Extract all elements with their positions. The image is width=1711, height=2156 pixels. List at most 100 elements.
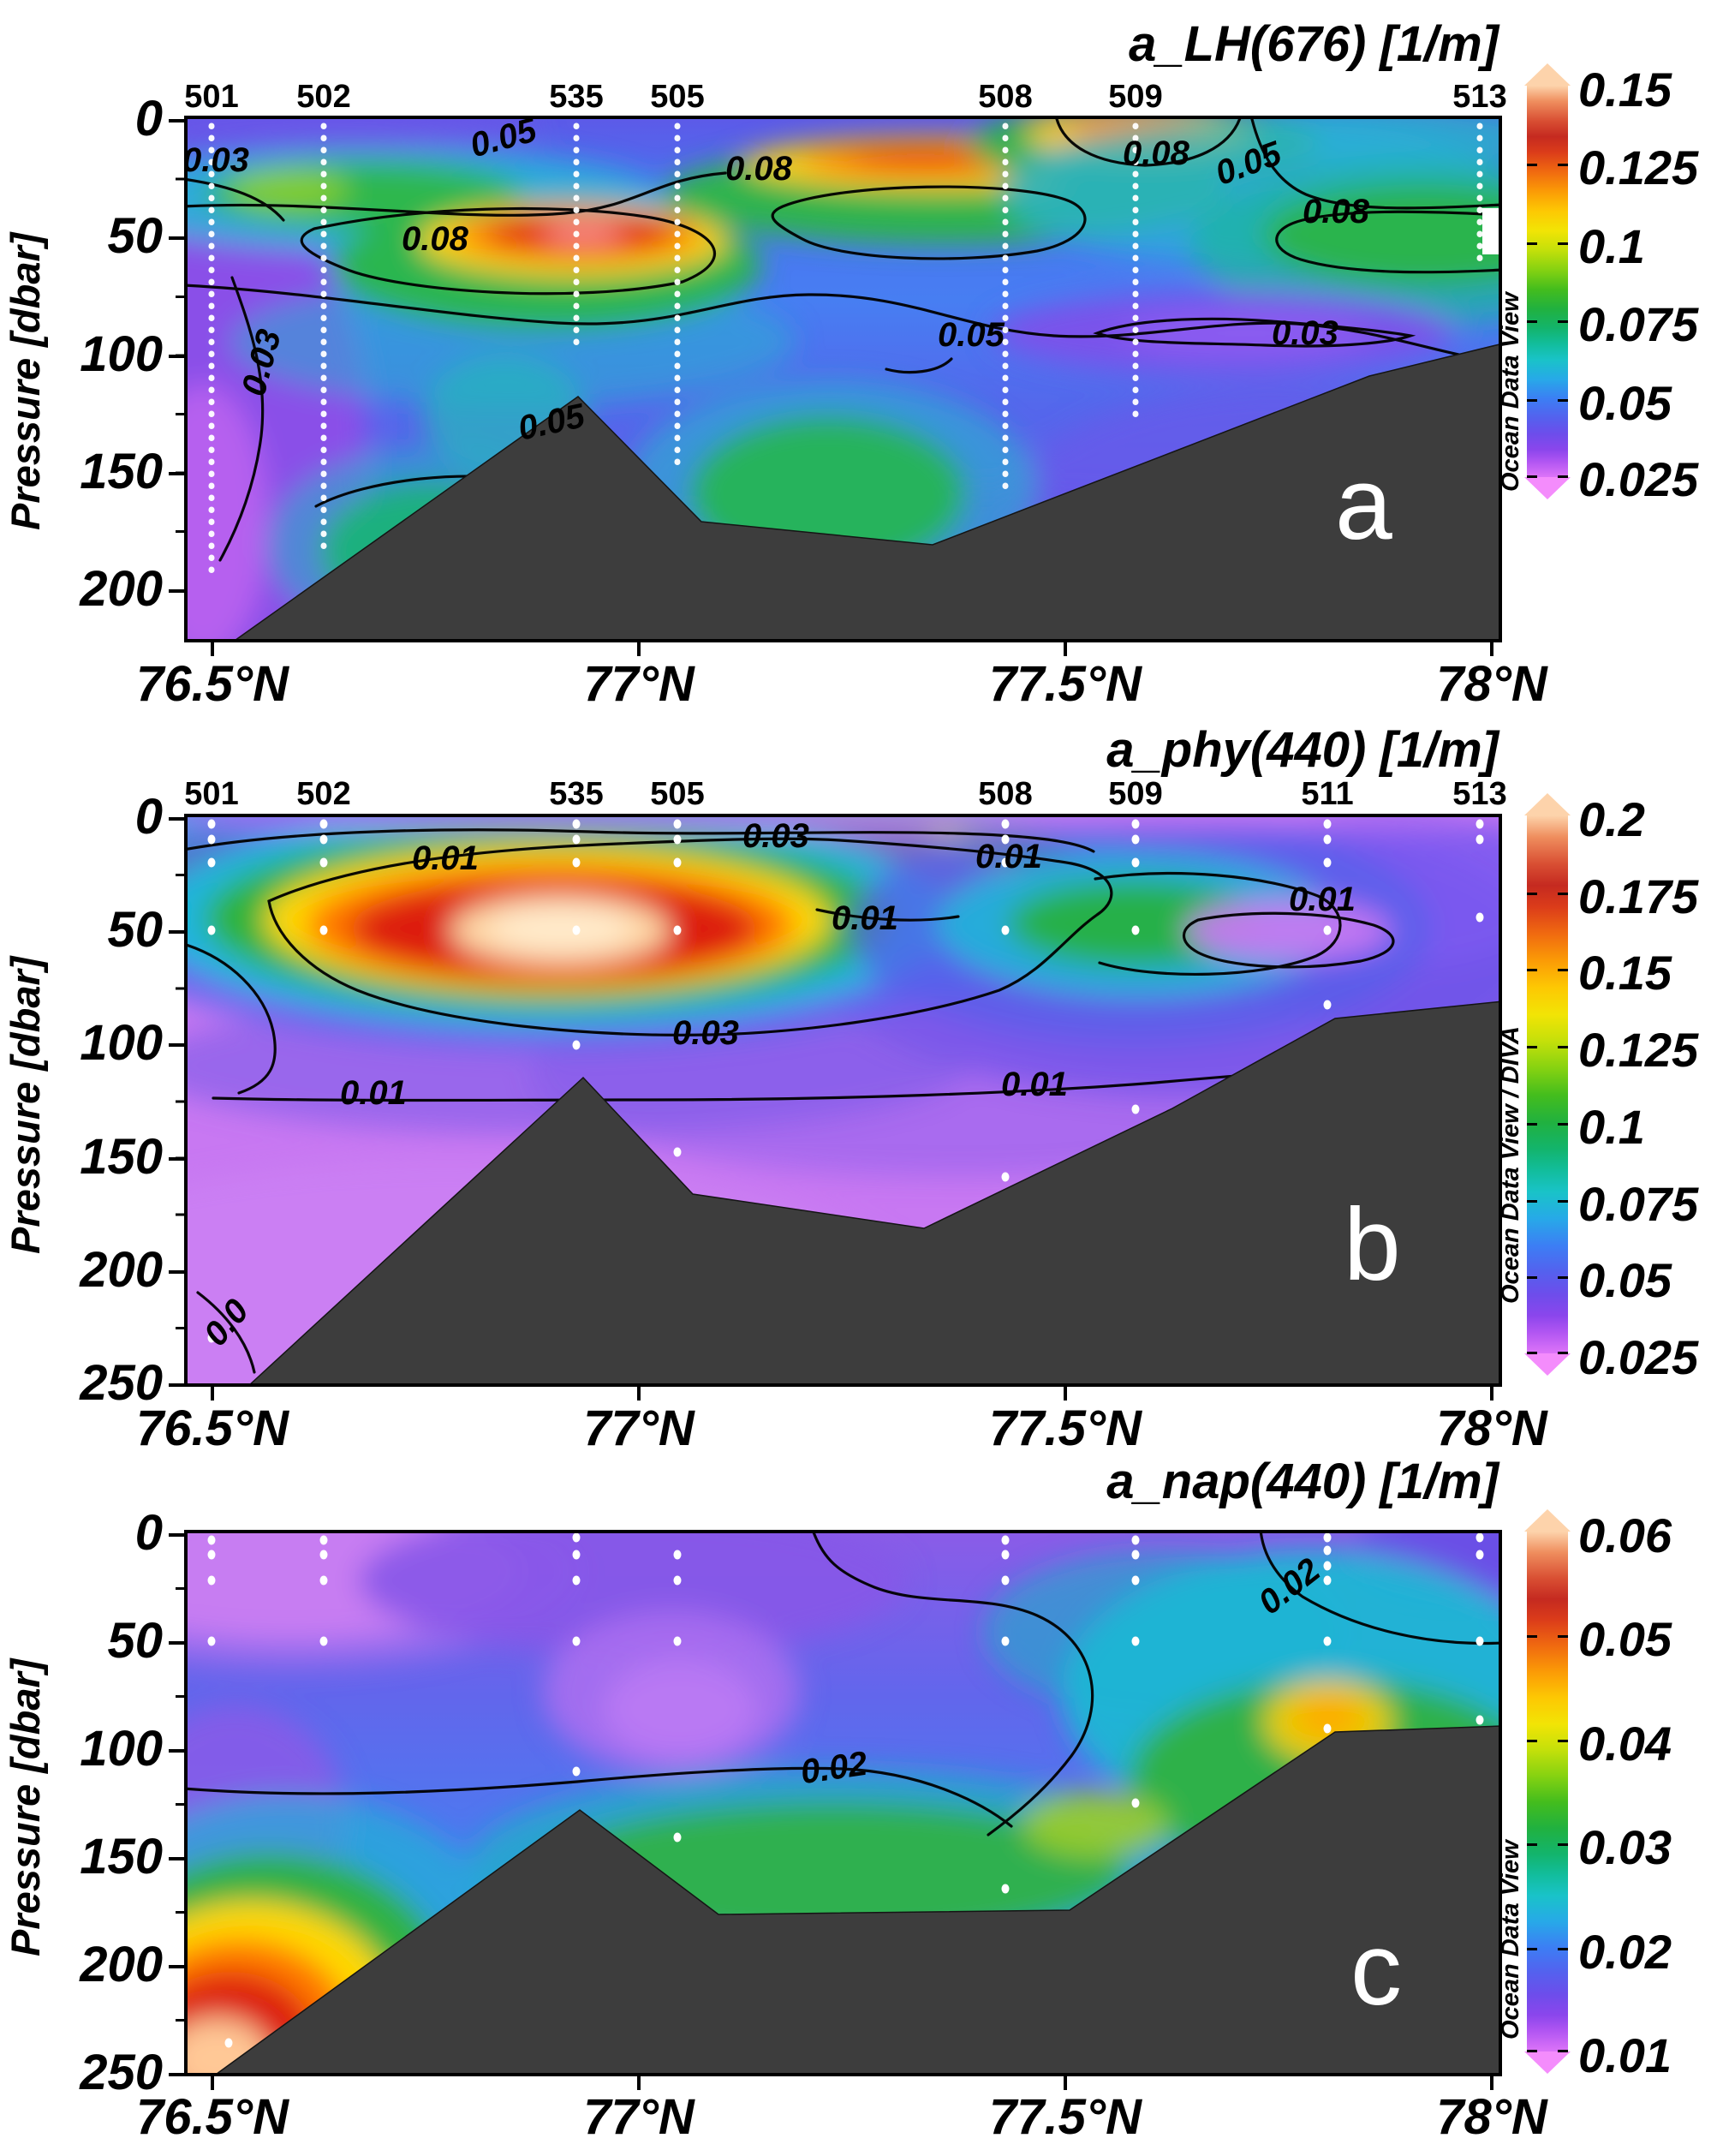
station-label-b-509: 509: [1108, 776, 1163, 812]
odv-credit-b: Ocean Data View / DIVA: [1497, 1026, 1524, 1304]
station-label-a-535: 535: [549, 79, 604, 115]
y-tick-a-50: 50: [107, 208, 163, 264]
x-tick-c-78N: 78°N: [1436, 2089, 1547, 2145]
station-label-a-502: 502: [296, 79, 351, 115]
field-c: [188, 1533, 1499, 2073]
colorbar-c: [1524, 1509, 1571, 2074]
x-tickmark: [1490, 1387, 1493, 1401]
panel-letter-c: c: [1350, 1912, 1402, 2027]
y-tick-c-150: 150: [80, 1829, 163, 1884]
colorbar-gradient: [1527, 1532, 1568, 2051]
station-label-b-502: 502: [296, 776, 351, 812]
x-tick-a-77N: 77°N: [583, 656, 695, 712]
x-tickmark: [211, 2076, 214, 2090]
x-tick-a-77.5N: 77.5°N: [989, 656, 1142, 712]
colorbar-label: 0.025: [1578, 1330, 1699, 1384]
contour-label: 0.03: [742, 817, 809, 855]
x-tickmark: [211, 1387, 214, 1401]
sample-dots-b: [207, 819, 1484, 1343]
panel-c-title: a_nap(440) [1/m]: [1106, 1454, 1499, 1509]
colorbar-label: 0.15: [1578, 63, 1672, 116]
contour-label: 0.01: [832, 899, 898, 937]
station-label-b-508: 508: [978, 776, 1033, 812]
y-tick-a-0: 0: [134, 91, 163, 146]
colorbar-label: 0.2: [1578, 792, 1645, 846]
contour-label: 0.01: [1001, 1066, 1068, 1103]
y-tick-b-0: 0: [134, 789, 163, 845]
station-label-b-535: 535: [549, 776, 604, 812]
section-plot-b: 0.01 0.03 0.01 0.01 0.01 0.03 0.01 0.01 …: [184, 814, 1502, 1387]
x-tickmark: [637, 2076, 641, 2090]
y-tick-b-100: 100: [80, 1015, 163, 1071]
x-tickmark: [1064, 2076, 1067, 2090]
contour-label: 0.05: [938, 316, 1005, 354]
contour-label: 0.03: [672, 1014, 739, 1052]
contour-lines-b: [188, 828, 1499, 1374]
odv-credit-c: Ocean Data View: [1497, 1840, 1524, 2040]
color-field-blobs-c: [188, 1533, 1499, 2073]
seafloor-b: [250, 1000, 1499, 1383]
y-tick-a-200: 200: [80, 561, 163, 617]
contour-lines-c: [188, 1533, 1499, 1836]
y-axis-title-c: Pressure [dbar]: [3, 1658, 48, 1956]
colorbar-label: 0.1: [1578, 219, 1645, 273]
y-tick-c-200: 200: [80, 1937, 163, 1992]
colorbar-label: 0.15: [1578, 946, 1672, 1000]
x-tickmark: [637, 1387, 641, 1401]
x-tickmark: [211, 642, 214, 656]
station-profile-dots-a: [208, 122, 1483, 585]
x-tick-c-77N: 77°N: [583, 2089, 695, 2145]
panel-letter-a: a: [1335, 446, 1392, 561]
y-minor-ticks: [176, 817, 187, 1383]
colorbar-a: [1524, 63, 1571, 499]
station-label-b-511: 511: [1301, 776, 1354, 812]
y-tickmark: [169, 1383, 188, 1387]
contour-label: 0.08: [1303, 193, 1369, 230]
y-tick-c-100: 100: [80, 1721, 163, 1777]
colorbar-label: 0.05: [1578, 1253, 1672, 1307]
y-tick-a-150: 150: [80, 444, 163, 499]
x-tick-b-78N: 78°N: [1436, 1401, 1547, 1456]
colorbar-gradient: [1527, 815, 1568, 1353]
colorbar-arrow-top: [1524, 63, 1571, 86]
section-plot-c: 0.02 0.02 c: [184, 1530, 1502, 2076]
colorbar-label: 0.075: [1578, 297, 1699, 351]
colorbar-label: 0.125: [1578, 140, 1699, 194]
odv-credit-a: Ocean Data View: [1497, 292, 1524, 492]
contour-label: 0.01: [340, 1074, 407, 1112]
colorbar-arrow-bottom: [1524, 477, 1571, 499]
y-tick-b-50: 50: [107, 902, 163, 958]
y-tick-a-100: 100: [80, 326, 163, 382]
y-tick-c-50: 50: [107, 1613, 163, 1669]
panel-letter-b: b: [1344, 1187, 1401, 1302]
colorbar-label: 0.06: [1578, 1508, 1672, 1562]
y-tick-c-250: 250: [80, 2045, 163, 2100]
station-label-a-505: 505: [650, 79, 705, 115]
x-tick-a-76.5N: 76.5°N: [136, 656, 289, 712]
panel-b-title: a_phy(440) [1/m]: [1106, 722, 1499, 778]
contour-label: 0.01: [412, 839, 479, 877]
colorbar-label: 0.02: [1578, 1925, 1672, 1979]
station-label-b-513: 513: [1452, 776, 1507, 812]
contour-label: 0.08: [725, 150, 792, 188]
colorbar-label: 0.125: [1578, 1023, 1699, 1077]
colorbar-arrow-top: [1524, 1509, 1571, 1532]
colorbar-gradient: [1527, 86, 1568, 477]
x-tick-a-78N: 78°N: [1436, 656, 1547, 712]
field-b: [188, 817, 1499, 1383]
colorbar-arrow-bottom: [1524, 2051, 1571, 2074]
y-tickmark: [169, 2073, 188, 2076]
sample-dots-c: [207, 1533, 1484, 2048]
field-a: [188, 119, 1499, 639]
contour-label: 0.08: [402, 220, 468, 258]
x-tick-b-76.5N: 76.5°N: [136, 1401, 289, 1456]
station-label-a-508: 508: [978, 79, 1033, 115]
x-tickmark: [637, 642, 641, 656]
colorbar-label: 0.05: [1578, 1612, 1672, 1666]
x-tickmark: [1064, 1387, 1067, 1401]
contour-label: 0.08: [1123, 134, 1189, 172]
station-label-a-513: 513: [1452, 79, 1507, 115]
contour-label: 0.03: [1272, 314, 1338, 352]
panel-a-title: a_LH(676) [1/m]: [1129, 16, 1499, 72]
colorbar-label: 0.04: [1578, 1717, 1672, 1771]
